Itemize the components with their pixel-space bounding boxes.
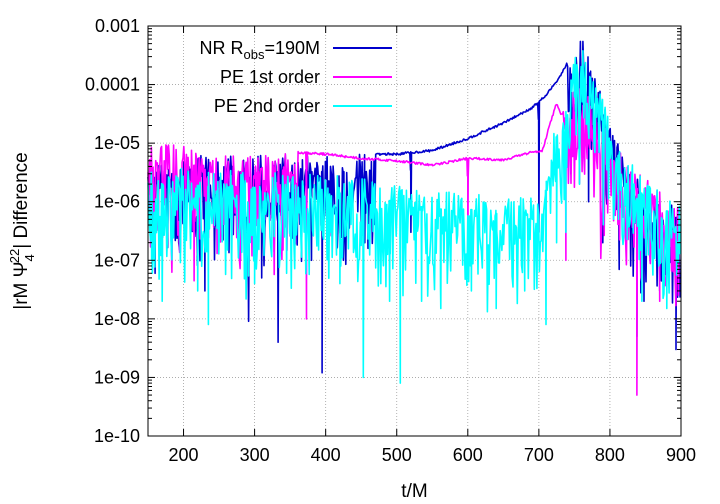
y-tick-label: 1e-06: [94, 192, 140, 212]
y-tick-label: 0.001: [95, 16, 140, 36]
legend-label: PE 2nd order: [214, 96, 320, 116]
y-tick-label: 0.0001: [85, 75, 140, 95]
x-tick-label: 200: [169, 445, 199, 465]
x-tick-label: 500: [382, 445, 412, 465]
series-group: [147, 40, 681, 396]
y-tick-label: 1e-10: [94, 426, 140, 446]
x-tick-label: 300: [240, 445, 270, 465]
axis-ticks: 1e-10 1e-09 1e-08 1e-07 1e-06 1e-05 0.0001 0.00…: [85, 16, 696, 465]
x-tick-label: 400: [311, 445, 341, 465]
x-tick-label: 600: [453, 445, 483, 465]
y-tick-label: 1e-05: [94, 133, 140, 153]
y-axis-label: |rM Ψ422| Difference: [7, 152, 37, 309]
y-tick-label: 1e-08: [94, 309, 140, 329]
legend-label: NR Robs=190M: [199, 38, 320, 62]
x-tick-label: 700: [524, 445, 554, 465]
plot-frame: [147, 25, 682, 437]
y-tick-label: 1e-07: [94, 250, 140, 270]
series-line-3: [147, 50, 681, 384]
x-axis-label: t/M: [401, 481, 427, 502]
x-tick-label: 800: [595, 445, 625, 465]
legend: NR Robs=190M PE 1st order PE 2nd order: [199, 38, 392, 116]
y-tick-label: 1e-09: [94, 367, 140, 387]
legend-label: PE 1st order: [220, 67, 320, 87]
x-tick-label: 900: [666, 445, 696, 465]
